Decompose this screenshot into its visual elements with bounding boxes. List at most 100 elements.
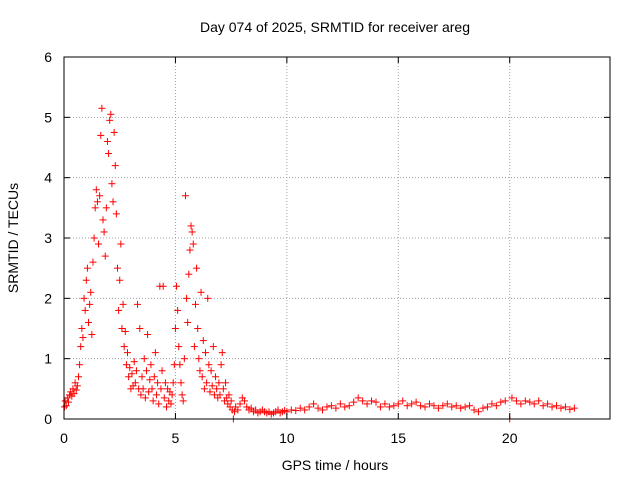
data-point xyxy=(305,403,313,411)
data-point xyxy=(174,306,182,314)
data-point xyxy=(145,388,153,396)
data-point xyxy=(539,402,547,410)
data-point xyxy=(193,264,201,272)
data-point xyxy=(207,367,215,375)
data-point xyxy=(241,397,249,405)
data-point xyxy=(83,264,91,272)
data-point xyxy=(354,394,362,402)
data-point xyxy=(122,361,130,369)
data-point xyxy=(187,222,195,230)
data-point xyxy=(132,367,140,375)
data-point xyxy=(79,334,87,342)
data-point xyxy=(203,379,211,387)
data-point xyxy=(78,325,86,332)
data-point xyxy=(121,328,129,336)
data-point xyxy=(141,394,149,402)
data-point xyxy=(113,264,121,272)
data-point xyxy=(345,402,353,410)
data-point xyxy=(154,379,162,387)
data-point xyxy=(488,400,496,408)
data-point xyxy=(225,391,233,399)
y-tick-labels: 0 1 2 3 4 5 6 xyxy=(44,49,52,427)
data-point xyxy=(140,355,148,363)
data-point xyxy=(178,391,186,399)
tick-marks xyxy=(63,56,610,420)
data-point xyxy=(87,288,95,296)
data-point xyxy=(72,386,80,394)
data-point xyxy=(466,402,474,410)
data-point xyxy=(470,406,478,414)
data-point xyxy=(310,400,318,408)
data-point xyxy=(151,349,159,357)
data-point xyxy=(247,404,255,412)
data-point xyxy=(457,404,465,412)
data-point xyxy=(292,407,300,415)
data-point xyxy=(319,406,327,414)
data-point xyxy=(191,300,199,308)
data-point xyxy=(64,398,72,406)
data-point xyxy=(88,331,96,339)
data-point xyxy=(152,391,160,399)
data-point xyxy=(73,382,81,390)
y-tick-label: 3 xyxy=(44,230,52,246)
data-point xyxy=(146,376,154,384)
data-point xyxy=(323,403,331,411)
data-point xyxy=(155,400,163,408)
y-tick-label: 4 xyxy=(44,170,52,186)
data-point xyxy=(553,402,561,410)
x-tick-label: 5 xyxy=(172,430,180,446)
data-point xyxy=(85,318,93,326)
data-point xyxy=(179,397,187,405)
data-point xyxy=(557,404,565,412)
data-point xyxy=(222,379,230,387)
data-point xyxy=(176,361,184,369)
data-point xyxy=(177,379,185,387)
data-point xyxy=(92,186,100,194)
data-point xyxy=(98,104,106,112)
data-point xyxy=(184,318,192,326)
data-point xyxy=(216,391,224,399)
data-point xyxy=(111,162,119,170)
data-point xyxy=(181,192,189,200)
data-point xyxy=(163,403,171,411)
x-tick-labels: 0 5 10 15 20 xyxy=(60,430,518,446)
data-point xyxy=(131,379,139,387)
data-point xyxy=(212,373,220,381)
data-point xyxy=(119,300,127,308)
data-point xyxy=(200,385,208,393)
data-point xyxy=(80,294,88,302)
data-point xyxy=(175,343,183,351)
data-point xyxy=(167,400,175,408)
data-point xyxy=(120,343,128,351)
data-point xyxy=(230,408,238,416)
x-axis-title: GPS time / hours xyxy=(282,457,389,473)
data-point xyxy=(492,402,500,410)
data-point xyxy=(107,110,115,118)
data-point xyxy=(412,398,420,406)
data-point xyxy=(381,400,389,408)
data-point xyxy=(189,240,197,248)
data-point xyxy=(199,337,207,345)
data-point xyxy=(134,300,142,308)
x-tick-label: 15 xyxy=(390,430,406,446)
data-point xyxy=(126,364,134,372)
data-point xyxy=(213,385,221,393)
data-point xyxy=(125,373,133,381)
data-point xyxy=(116,276,124,284)
data-point xyxy=(548,403,556,411)
data-point xyxy=(183,294,191,302)
data-point xyxy=(117,240,125,248)
data-point xyxy=(314,404,322,412)
y-tick-label: 1 xyxy=(44,351,52,367)
data-point xyxy=(139,385,147,393)
data-point xyxy=(197,288,205,296)
data-point xyxy=(359,397,367,405)
data-point xyxy=(461,403,469,411)
data-point xyxy=(180,355,188,363)
data-point xyxy=(96,192,104,200)
data-point xyxy=(236,400,244,408)
data-point xyxy=(89,258,97,266)
data-point xyxy=(97,131,105,139)
data-point xyxy=(517,400,525,408)
